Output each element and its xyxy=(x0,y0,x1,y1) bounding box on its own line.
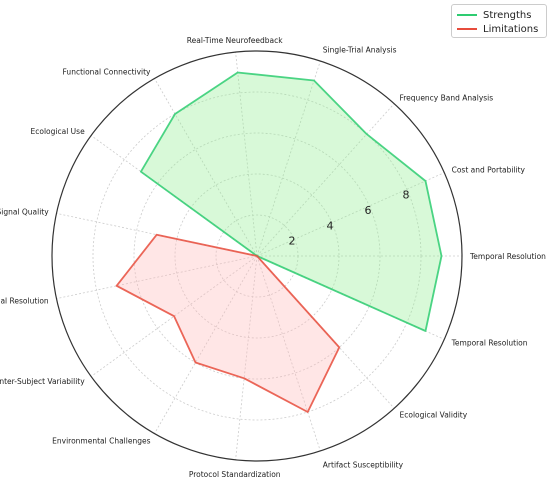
grid-circle xyxy=(133,132,381,380)
axis-label: Single-Trial Analysis xyxy=(323,45,397,54)
legend-label-strengths: Strengths xyxy=(483,9,532,21)
tick-label: 4 xyxy=(327,219,334,232)
axis-labels: Temporal Resolution Cost and Portability F… xyxy=(0,36,546,479)
axis-label: Frequency Band Analysis xyxy=(400,94,494,103)
legend-label-limitations: Limitations xyxy=(483,23,539,35)
axis-label: Spatial Resolution xyxy=(0,296,49,305)
axis-label: Real-Time Neurofeedback xyxy=(187,36,284,45)
axis-label: Cost and Portability xyxy=(452,165,526,174)
axis-label: Signal Quality xyxy=(0,208,49,217)
series-line-limitations xyxy=(115,233,341,413)
series-area-limitations xyxy=(116,234,340,412)
axis-label: Temporal Resolution xyxy=(469,252,546,261)
series-line-strengths xyxy=(139,71,443,332)
tick-label: 8 xyxy=(403,189,410,202)
tick-label: 6 xyxy=(365,204,372,217)
legend-item-limitations: Limitations xyxy=(457,22,541,36)
axis-label: Ecological Use xyxy=(31,127,86,136)
axis-label: Environmental Challenges xyxy=(52,437,150,446)
series-area-strengths xyxy=(140,72,442,331)
legend-item-strengths: Strengths xyxy=(457,8,541,22)
tick-label: 2 xyxy=(289,235,296,248)
chart-grid xyxy=(51,50,463,462)
axis-label: Ecological Validity xyxy=(400,410,468,419)
axis-label: Functional Connectivity xyxy=(63,68,152,77)
axis-label: Temporal Resolution xyxy=(451,339,528,348)
series-layer xyxy=(115,71,443,413)
axis-label: Protocol Standardization xyxy=(189,470,281,479)
legend: Strengths Limitations xyxy=(451,4,547,38)
radial-ticks: 2 4 6 8 xyxy=(289,189,410,248)
axis-label: Inter-Subject Variability xyxy=(0,377,85,386)
axis-label: Artifact Susceptibility xyxy=(323,461,404,470)
outer-frame xyxy=(51,50,463,462)
legend-swatch-strengths xyxy=(457,14,477,16)
legend-swatch-limitations xyxy=(457,28,477,30)
